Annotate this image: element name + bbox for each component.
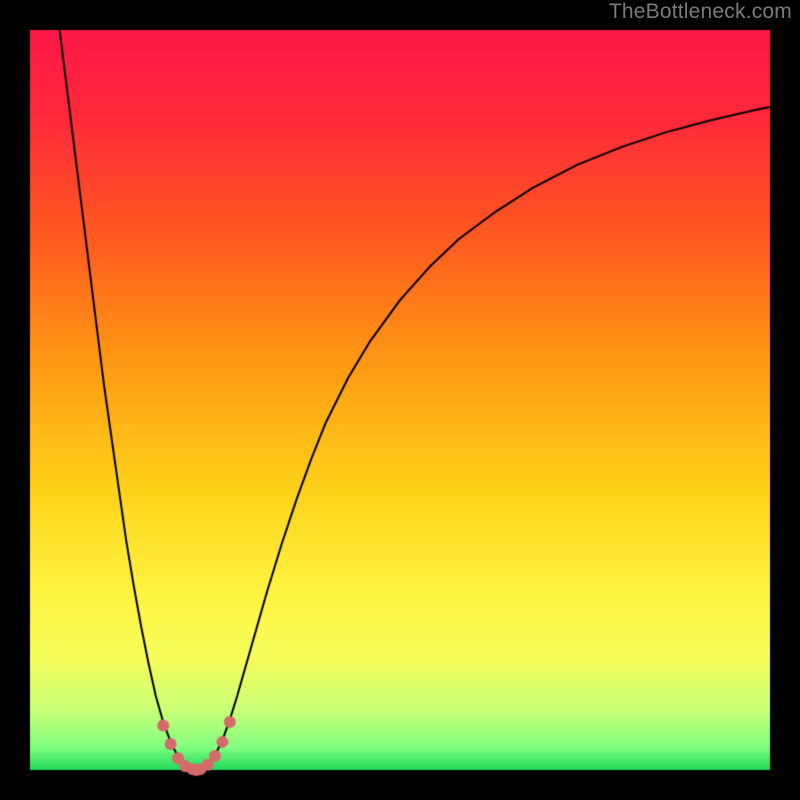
watermark-text: TheBottleneck.com	[609, 0, 792, 24]
chart-container: TheBottleneck.com	[0, 0, 800, 800]
bottleneck-curve-canvas	[0, 0, 800, 800]
